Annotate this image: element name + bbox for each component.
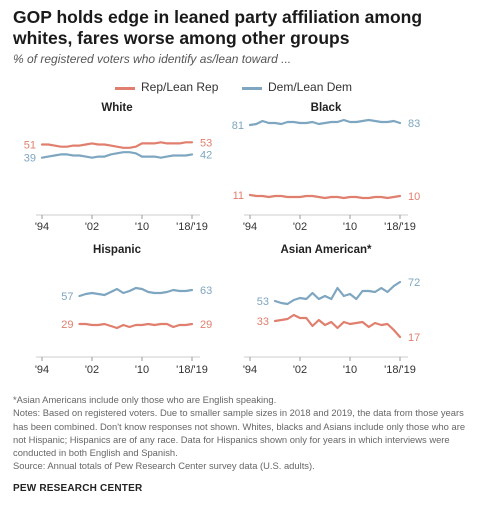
chart-panel-2: Hispanic '94 '02 '10 '18/'19 29 29 57 63 (35, 244, 212, 376)
legend-label-dem: Dem/Lean Dem (268, 80, 353, 94)
chart-panel-3: Asian American* '94 '02 '10 '18/'19 33 17 53 72 (243, 244, 420, 376)
panel-title: Asian American* (281, 244, 372, 256)
chart-panel-0: White '94 '02 '10 '18/'19 51 53 39 42 (24, 102, 213, 233)
series-line-rep (78, 322, 194, 330)
start-value-label: 29 (61, 319, 73, 331)
x-tick-label: '94 (243, 364, 257, 376)
panel-title: Black (311, 102, 342, 114)
x-tick-label: '94 (35, 364, 49, 376)
end-value-label: 42 (200, 149, 212, 161)
x-tick-label: '94 (243, 221, 257, 233)
end-value-label: 53 (200, 137, 212, 149)
series-line-dem (78, 286, 194, 298)
x-tick-label: '18/'19 (176, 364, 208, 376)
start-value-label: 33 (257, 316, 269, 328)
x-tick-label: '94 (35, 221, 49, 233)
series-line-rep (40, 141, 194, 149)
x-tick-label: '18/'19 (176, 221, 208, 233)
note-source: Source: Annual totals of Pew Research Ce… (13, 460, 315, 472)
start-value-label: 39 (24, 153, 36, 165)
series-line-dem (40, 151, 194, 159)
panel-title: Hispanic (93, 244, 142, 256)
source-credit: PEW RESEARCH CENTER (13, 483, 143, 494)
panel-title: White (101, 102, 132, 114)
start-value-label: 57 (61, 291, 73, 303)
legend-label-rep: Rep/Lean Rep (141, 80, 219, 94)
chart-title: GOP holds edge in leaned party affiliati… (13, 7, 423, 48)
start-value-label: 81 (232, 120, 244, 132)
end-value-label: 29 (200, 319, 212, 331)
x-tick-label: '02 (293, 364, 307, 376)
legend-swatch-dem (242, 87, 262, 90)
end-value-label: 83 (408, 118, 420, 130)
x-tick-label: '10 (135, 221, 149, 233)
legend-swatch-rep (115, 87, 135, 90)
end-value-label: 10 (408, 191, 420, 203)
series-line-rep (248, 193, 402, 200)
start-value-label: 53 (257, 296, 269, 308)
x-tick-label: '10 (343, 364, 357, 376)
x-tick-label: '10 (343, 221, 357, 233)
x-tick-label: '02 (85, 221, 99, 233)
chart-subtitle: % of registered voters who identify as/l… (13, 52, 292, 66)
end-value-label: 72 (408, 277, 420, 289)
start-value-label: 51 (24, 140, 36, 152)
x-tick-label: '18/'19 (384, 221, 416, 233)
x-tick-label: '02 (293, 221, 307, 233)
start-value-label: 11 (233, 190, 244, 202)
series-line-rep (273, 313, 402, 339)
series-line-dem (273, 280, 402, 306)
note-methodology: Notes: Based on registered voters. Due t… (13, 407, 466, 459)
x-tick-label: '18/'19 (384, 364, 416, 376)
chart-panel-1: Black '94 '02 '10 '18/'19 11 10 81 83 (232, 102, 421, 233)
series-line-dem (248, 118, 402, 127)
end-value-label: 63 (200, 285, 212, 297)
end-value-label: 17 (408, 332, 420, 344)
x-tick-label: '02 (85, 364, 99, 376)
chart-notes: *Asian Americans include only those who … (13, 393, 475, 473)
note-asian: *Asian Americans include only those who … (13, 394, 277, 405)
x-tick-label: '10 (135, 364, 149, 376)
